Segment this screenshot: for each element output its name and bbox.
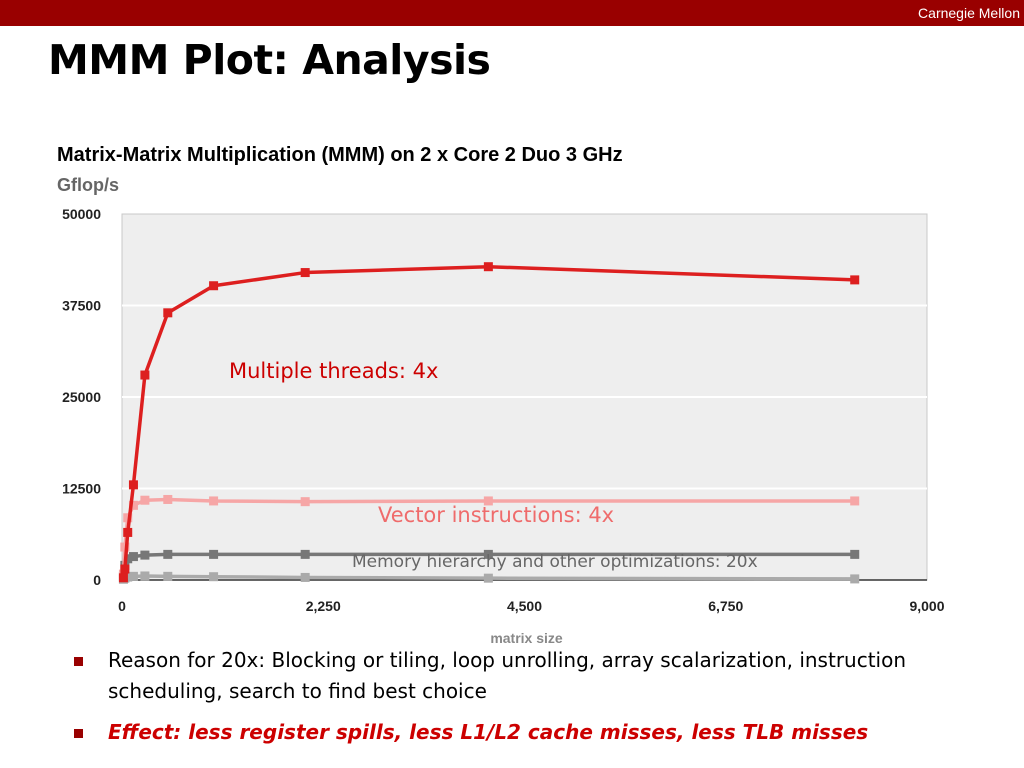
series-point bbox=[483, 262, 493, 272]
series-line bbox=[121, 264, 855, 579]
x-tick-label: 4,500 bbox=[507, 598, 542, 614]
brand-label: Carnegie Mellon bbox=[918, 5, 1020, 21]
x-tick-label: 6,750 bbox=[708, 598, 743, 614]
y-tick-label: 37500 bbox=[62, 298, 101, 314]
series-point bbox=[300, 549, 310, 559]
series-point bbox=[123, 554, 133, 564]
y-tick-label: 50000 bbox=[62, 206, 101, 222]
annotation-vector: Vector instructions: 4x bbox=[378, 503, 615, 527]
series-point bbox=[140, 495, 150, 505]
series-point bbox=[209, 281, 219, 291]
square-bullet-icon bbox=[74, 657, 83, 666]
series-point bbox=[163, 308, 173, 318]
bullet-text: Effect: less register spills, less L1/L2… bbox=[108, 720, 869, 744]
series-point bbox=[128, 500, 138, 510]
y-tick-label: 0 bbox=[93, 572, 101, 588]
bullet-list: Reason for 20x: Blocking or tiling, loop… bbox=[72, 645, 972, 758]
series-point bbox=[483, 496, 493, 506]
series-point bbox=[163, 494, 173, 504]
series-point bbox=[850, 496, 860, 506]
series-point bbox=[140, 550, 150, 560]
series-point bbox=[163, 549, 173, 559]
series-point bbox=[850, 275, 860, 285]
y-tick-label: 12500 bbox=[62, 481, 101, 497]
series-point bbox=[850, 549, 860, 559]
x-tick-label: 0 bbox=[118, 598, 126, 614]
series-point bbox=[300, 497, 310, 507]
series-point bbox=[140, 370, 150, 380]
series-point bbox=[209, 496, 219, 506]
annotation-memory: Memory hierarchy and other optimizations… bbox=[352, 552, 758, 572]
square-bullet-icon bbox=[74, 729, 83, 738]
top-bar: Carnegie Mellon bbox=[0, 0, 1024, 26]
slide-title: MMM Plot: Analysis bbox=[48, 36, 491, 84]
series-point bbox=[483, 573, 493, 583]
y-tick-label: 25000 bbox=[62, 389, 101, 405]
x-tick-label: 2,250 bbox=[306, 598, 341, 614]
y-axis-label: Gflop/s bbox=[57, 175, 119, 195]
series-point bbox=[128, 480, 138, 490]
series-point bbox=[128, 552, 138, 562]
x-tick-label: 9,000 bbox=[909, 598, 944, 614]
bullet-effect: Effect: less register spills, less L1/L2… bbox=[72, 717, 972, 748]
series-point bbox=[850, 574, 860, 584]
bullet-text: Reason for 20x: Blocking or tiling, loop… bbox=[108, 648, 907, 703]
bullet-reason: Reason for 20x: Blocking or tiling, loop… bbox=[72, 645, 972, 707]
annotation-threads: Multiple threads: 4x bbox=[229, 359, 439, 383]
series-point bbox=[209, 572, 219, 582]
series-point bbox=[140, 571, 150, 581]
series-point bbox=[118, 573, 128, 583]
mmm-line-chart: 0 12500 25000 37500 50000 0 2,250 4,500 6,750 9,0… bbox=[62, 206, 945, 646]
x-axis-label: matrix size bbox=[490, 630, 563, 646]
series-point bbox=[123, 527, 133, 537]
series-point bbox=[120, 564, 130, 574]
series-point bbox=[209, 549, 219, 559]
series-point bbox=[300, 268, 310, 278]
series-point bbox=[300, 572, 310, 582]
chart-title: Matrix-Matrix Multiplication (MMM) on 2 … bbox=[57, 144, 623, 166]
series-point bbox=[483, 549, 493, 559]
series-point bbox=[128, 571, 138, 581]
series-point bbox=[163, 571, 173, 581]
